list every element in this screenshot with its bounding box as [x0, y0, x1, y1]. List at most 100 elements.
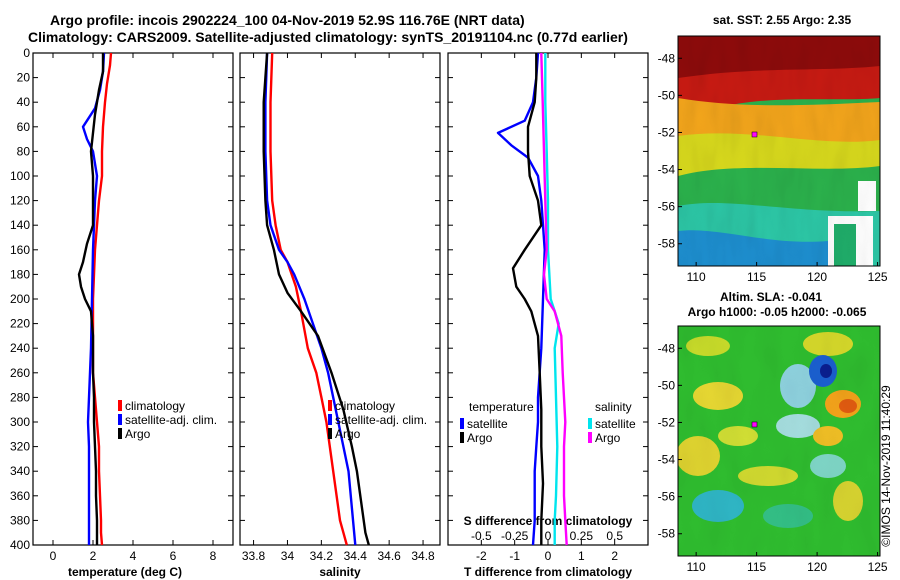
y-tick-label: 240 — [10, 341, 30, 355]
y-tick-label: 180 — [10, 267, 30, 281]
panel-temperature: 0204060801001201401601802002202402602803… — [10, 46, 234, 579]
imos-watermark: ©IMOS 14-Nov-2019 11:40:29 — [879, 385, 893, 547]
x-axis-label: temperature (deg C) — [68, 565, 182, 579]
x-tick-label: 125 — [868, 270, 888, 284]
x-tick-label: 115 — [747, 560, 766, 574]
series-s-argo — [540, 52, 568, 546]
sla-map-title-line1: Altim. SLA: -0.041 — [720, 290, 822, 304]
y-tick-label: 40 — [17, 95, 31, 109]
y-tick-label: -54 — [658, 453, 676, 467]
y-tick-label: 260 — [10, 366, 30, 380]
y-tick-label: 400 — [10, 538, 30, 552]
y-tick-label: 200 — [10, 292, 30, 306]
legend-label: Argo — [335, 427, 361, 441]
y-tick-label: -58 — [658, 527, 676, 541]
y-tick-label: 140 — [10, 218, 30, 232]
legend-label: satellite — [595, 417, 636, 431]
y-tick-label: 20 — [17, 71, 31, 85]
x-tick-label: 4 — [130, 549, 137, 563]
x-tick-label: 8 — [210, 549, 217, 563]
x-tick-label: 110 — [687, 560, 706, 574]
legend-swatch — [460, 418, 464, 429]
x-tick-label: 0 — [50, 549, 57, 563]
argo-location-marker — [751, 421, 758, 428]
s-tick-label: 0.5 — [606, 529, 623, 543]
y-tick-label: -56 — [658, 490, 676, 504]
series-satellite-adj-clim- — [81, 52, 106, 545]
legend-swatch — [328, 400, 332, 411]
x-tick-label: 115 — [747, 270, 766, 284]
legend-label: satellite-adj. clim. — [335, 413, 427, 427]
map-sla_map: -48 -50 -52 -54 -56 -58 110 115 120 125 — [658, 325, 888, 574]
argo-location-marker — [751, 131, 758, 138]
legend-label: satellite-adj. clim. — [125, 413, 217, 427]
map-field — [678, 36, 880, 266]
s-tick-label: 0 — [545, 529, 552, 543]
legend-title-temperature: temperature — [469, 400, 534, 414]
map-frame — [677, 325, 881, 557]
series-argo — [262, 52, 370, 546]
legend-swatch — [328, 414, 332, 425]
x-tick-label: 120 — [807, 270, 827, 284]
x-tick-label: 2 — [611, 549, 618, 563]
panel-difference: -2 -1 0 1 2 T difference from climatology S di… — [447, 52, 649, 579]
y-tick-label: 220 — [10, 317, 30, 331]
axes-box — [32, 52, 234, 546]
x-tick-label: 34.8 — [411, 549, 435, 563]
figure-title-line1: Argo profile: incois 2902224_100 04-Nov-… — [50, 12, 525, 28]
legend-swatch — [588, 432, 592, 443]
y-tick-label: 80 — [17, 144, 31, 158]
panel-salinity: 33.8 34 34.2 34.4 34.6 34.8 salinity climatolog… — [239, 52, 441, 579]
s-tick-label: -0.25 — [501, 529, 529, 543]
x-tick-label: 125 — [868, 560, 888, 574]
x-tick-label: 2 — [90, 549, 97, 563]
y-tick-label: 60 — [17, 120, 31, 134]
s-tick-label: 0.25 — [570, 529, 594, 543]
legend-swatch — [328, 428, 332, 439]
legend-label: climatology — [125, 399, 185, 413]
series-t-argo — [511, 53, 545, 545]
x-tick-label: 110 — [687, 270, 706, 284]
x-tick-label: 0 — [545, 549, 552, 563]
y-tick-label: 280 — [10, 390, 30, 404]
x-tick-label: 120 — [807, 560, 827, 574]
series-climatology — [269, 52, 348, 546]
y-tick-label: -54 — [658, 163, 676, 177]
sla-map-title-line2: Argo h1000: -0.05 h2000: -0.065 — [688, 305, 867, 319]
map-sst_map: -48 -50 -52 -54 -56 -58 110 115 120 125 — [658, 35, 888, 284]
legend-swatch — [118, 400, 122, 411]
y-tick-label: 320 — [10, 440, 30, 454]
x-tick-label: 1 — [578, 549, 585, 563]
legend-title-salinity: salinity — [595, 400, 632, 414]
legend-label: Argo — [595, 431, 621, 445]
y-tick-label: -56 — [658, 200, 676, 214]
y-tick-label: 160 — [10, 243, 30, 257]
legend-swatch — [118, 428, 122, 439]
s-tick-label: -0.5 — [471, 529, 492, 543]
sst-map-title: sat. SST: 2.55 Argo: 2.35 — [713, 13, 852, 27]
y-tick-label: 0 — [23, 46, 30, 60]
legend-label: Argo — [467, 431, 493, 445]
y-tick-label: 360 — [10, 489, 30, 503]
series-argo — [77, 53, 105, 545]
map-frame — [677, 35, 881, 267]
x-tick-label: 6 — [170, 549, 177, 563]
x-tick-label: 34 — [281, 549, 295, 563]
y-tick-label: 380 — [10, 513, 30, 527]
x-tick-label: -2 — [476, 549, 487, 563]
x-axis-label: salinity — [319, 565, 361, 579]
legend-label: satellite — [467, 417, 508, 431]
y-tick-label: -50 — [658, 88, 676, 102]
y-tick-label: -52 — [658, 415, 676, 429]
x-tick-label: 34.2 — [310, 549, 334, 563]
y-tick-label: 340 — [10, 464, 30, 478]
legend-swatch — [460, 432, 464, 443]
legend-swatch — [118, 414, 122, 425]
x-axis-label-salinity: S difference from climatology — [464, 514, 633, 528]
texture — [678, 326, 880, 556]
x-axis-label: T difference from climatology — [464, 565, 632, 579]
texture — [678, 36, 880, 266]
legend-label: Argo — [125, 427, 151, 441]
